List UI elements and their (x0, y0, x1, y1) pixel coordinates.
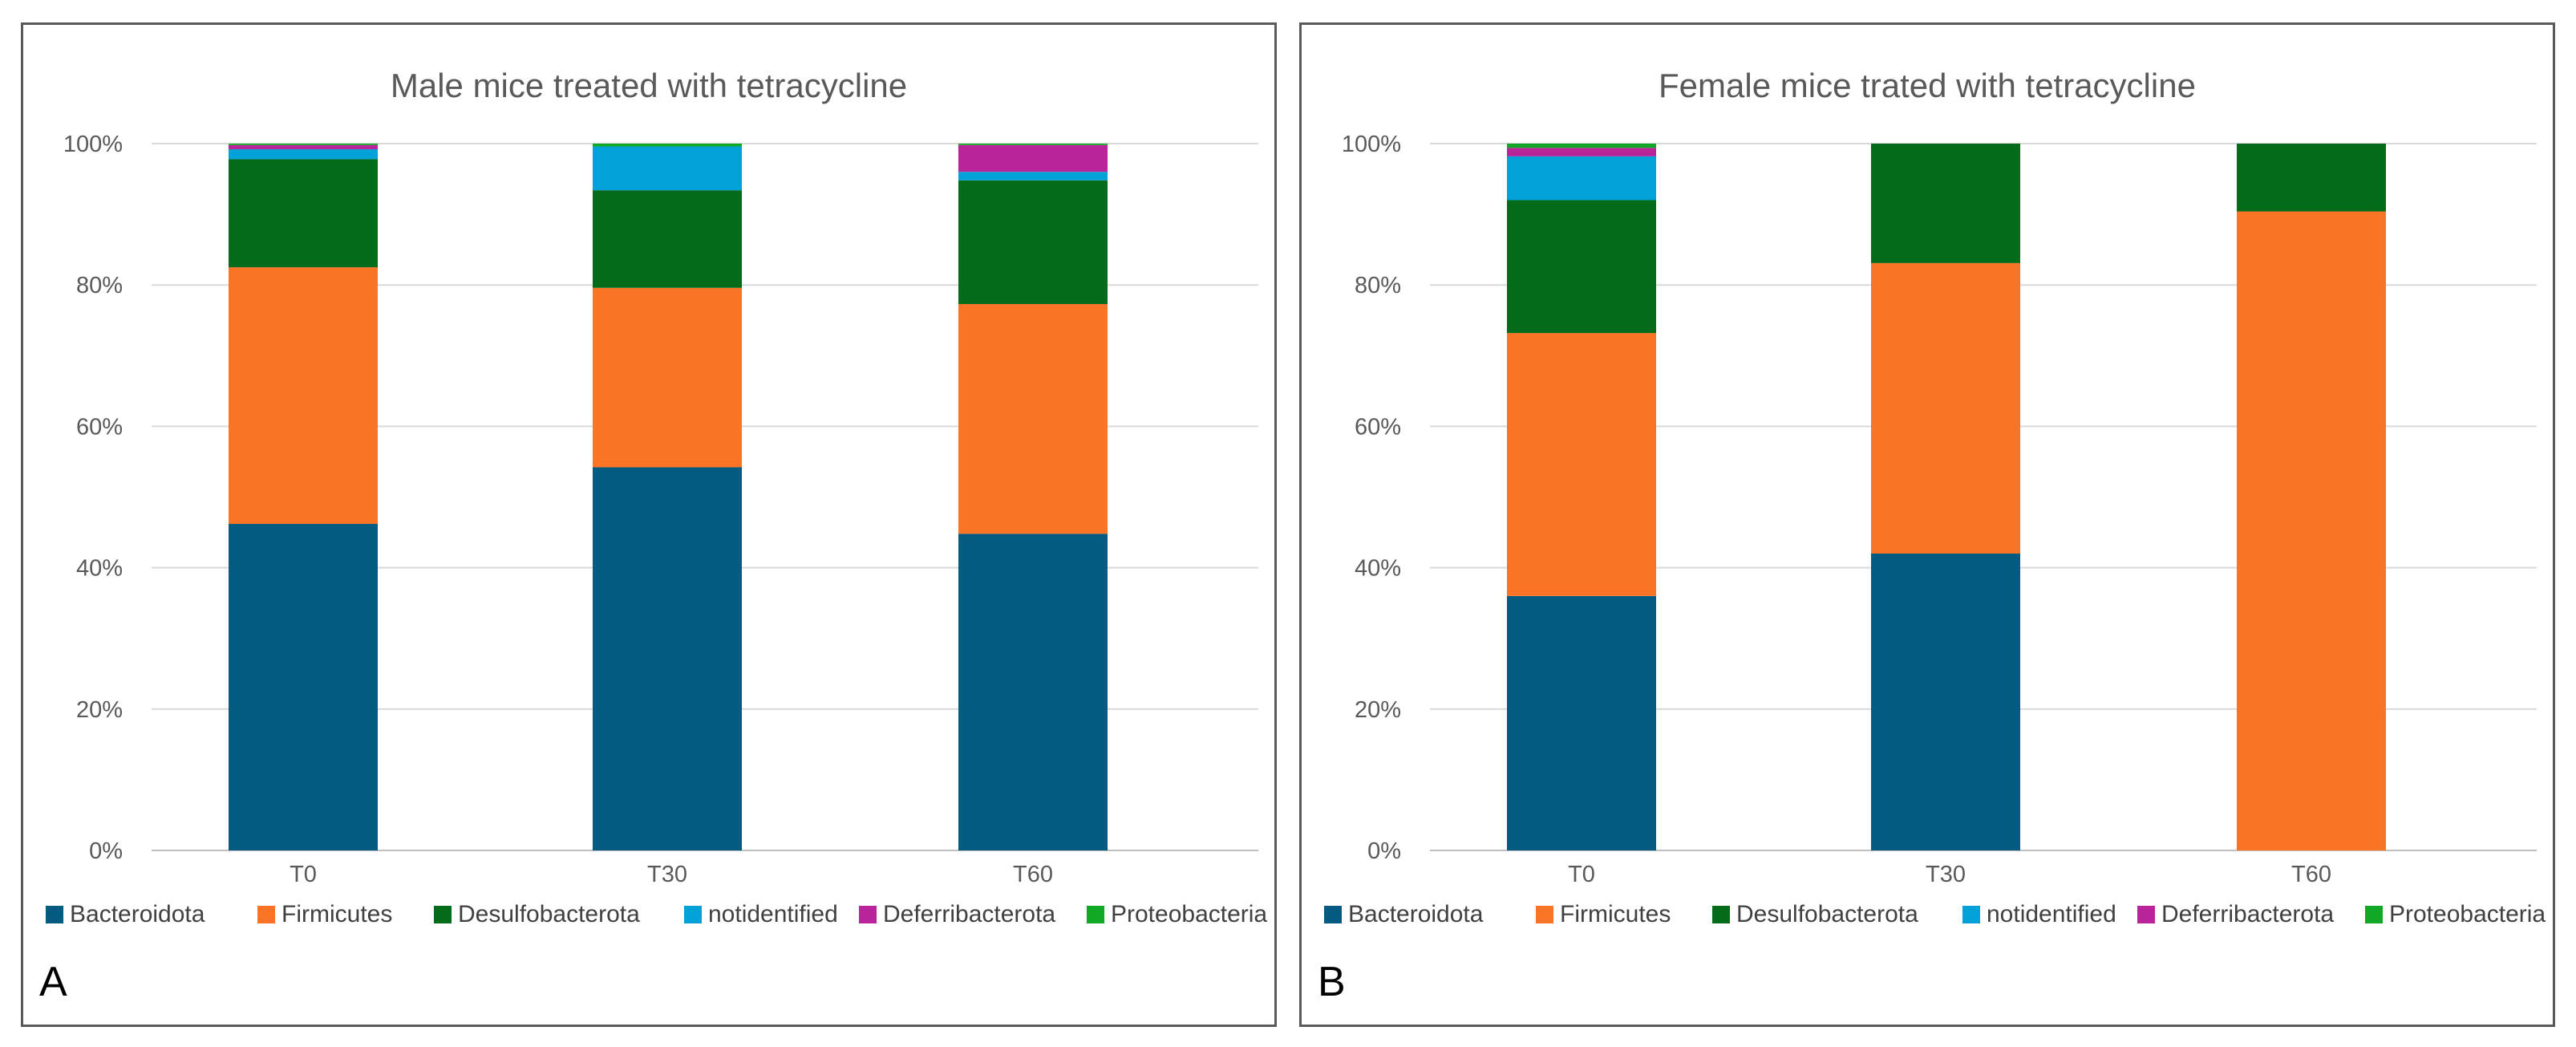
bar-segment-firmicutes-t60 (958, 303, 1108, 534)
legend-label-firmicutes: Firmicutes (1560, 901, 1671, 927)
legend-label-proteobacteria: Proteobacteria (2389, 901, 2546, 927)
bar-segment-desulfobacterota-t30 (1871, 144, 2020, 263)
bar-segment-bacteroidota-t60 (958, 534, 1108, 850)
bar-segment-firmicutes-t0 (1507, 333, 1656, 596)
bar-segment-desulfobacterota-t30 (593, 190, 742, 288)
bar-segment-desulfobacterota-t60 (958, 180, 1108, 304)
y-tick-label: 100% (1342, 132, 1401, 157)
chart-svg-female: Female mice trated with tetracycline 0% 20… (1318, 67, 2546, 1005)
chart-title: Female mice trated with tetracycline (1659, 67, 2196, 104)
y-tick-label: 80% (76, 273, 123, 298)
bar-segment-firmicutes-t60 (2237, 211, 2386, 850)
bar-segment-notidentified-t30 (593, 146, 742, 191)
bar-segment-deferribacterota-t60 (958, 144, 1108, 172)
legend-label-proteobacteria: Proteobacteria (1111, 901, 1267, 927)
bar-segment-bacteroidota-t0 (1507, 595, 1656, 850)
x-tick-label: T0 (290, 862, 317, 887)
bar-segment-bacteroidota-t30 (593, 467, 742, 850)
bar-segment-firmicutes-t30 (1871, 262, 2020, 554)
legend-label-notidentified: notidentified (1987, 901, 2116, 927)
chart-panel-female: Female mice trated with tetracycline 0% 20… (1299, 22, 2555, 1027)
bar-segment-proteobacteria-t0 (229, 144, 378, 145)
legend-swatch-desulfobacterota (434, 906, 452, 923)
panel-letter: A (39, 959, 67, 1005)
y-tick-label: 80% (1355, 273, 1401, 298)
chart-svg-male: Male mice treated with tetracycline 0% 20%… (39, 67, 1267, 1005)
legend-swatch-bacteroidota (1324, 906, 1342, 923)
bar-segment-desulfobacterota-t0 (1507, 200, 1656, 334)
x-tick-label: T30 (647, 862, 687, 887)
x-tick-label: T30 (1926, 862, 1966, 887)
y-tick-label: 0% (89, 838, 123, 864)
chart-panel-male: Male mice treated with tetracycline 0% 20%… (21, 22, 1277, 1027)
bar-segment-bacteroidota-t30 (1871, 553, 2020, 850)
y-tick-label: 40% (76, 556, 123, 582)
legend-label-deferribacterota: Deferribacterota (883, 901, 1055, 927)
bar-segment-notidentified-t0 (229, 149, 378, 160)
bar-segment-notidentified-t60 (958, 172, 1108, 181)
bar-segment-proteobacteria-t0 (1507, 144, 1656, 148)
legend-label-firmicutes: Firmicutes (281, 901, 392, 927)
bar-segment-firmicutes-t30 (593, 287, 742, 468)
bar-segment-firmicutes-t0 (229, 267, 378, 524)
chart-title: Male mice treated with tetracycline (391, 67, 907, 104)
bar-segment-proteobacteria-t30 (593, 144, 742, 147)
x-tick-label: T60 (1013, 862, 1053, 887)
bar-segment-proteobacteria-t60 (958, 144, 1108, 145)
x-tick-label: T0 (1568, 862, 1595, 887)
legend-label-deferribacterota: Deferribacterota (2161, 901, 2334, 927)
legend-label-desulfobacterota: Desulfobacterota (458, 901, 640, 927)
legend-swatch-deferribacterota (859, 906, 877, 923)
bar-segment-desulfobacterota-t0 (229, 159, 378, 268)
bar-segment-desulfobacterota-t60 (2237, 144, 2386, 212)
legend-label-desulfobacterota: Desulfobacterota (1736, 901, 1918, 927)
y-tick-label: 20% (76, 697, 123, 723)
legend-swatch-notidentified (684, 906, 702, 923)
legend-swatch-desulfobacterota (1712, 906, 1730, 923)
bar-segment-notidentified-t0 (1507, 156, 1656, 201)
y-tick-label: 20% (1355, 697, 1401, 723)
legend-label-bacteroidota: Bacteroidota (70, 901, 205, 927)
bar-segment-deferribacterota-t0 (1507, 148, 1656, 156)
panel-letter: B (1318, 959, 1346, 1005)
x-tick-label: T60 (2291, 862, 2331, 887)
legend-swatch-proteobacteria (1087, 906, 1104, 923)
legend-swatch-notidentified (1962, 906, 1980, 923)
legend-swatch-firmicutes (1536, 906, 1553, 923)
legend-swatch-proteobacteria (2365, 906, 2383, 923)
y-tick-label: 40% (1355, 556, 1401, 582)
legend-swatch-deferribacterota (2137, 906, 2155, 923)
y-tick-label: 60% (76, 414, 123, 440)
y-tick-label: 60% (1355, 414, 1401, 440)
legend-label-notidentified: notidentified (708, 901, 838, 927)
bar-segment-deferribacterota-t0 (229, 144, 378, 150)
legend-swatch-firmicutes (257, 906, 275, 923)
legend-label-bacteroidota: Bacteroidota (1348, 901, 1484, 927)
y-tick-label: 100% (63, 132, 123, 157)
bar-segment-bacteroidota-t0 (229, 523, 378, 850)
y-tick-label: 0% (1367, 838, 1401, 864)
legend-swatch-bacteroidota (46, 906, 63, 923)
